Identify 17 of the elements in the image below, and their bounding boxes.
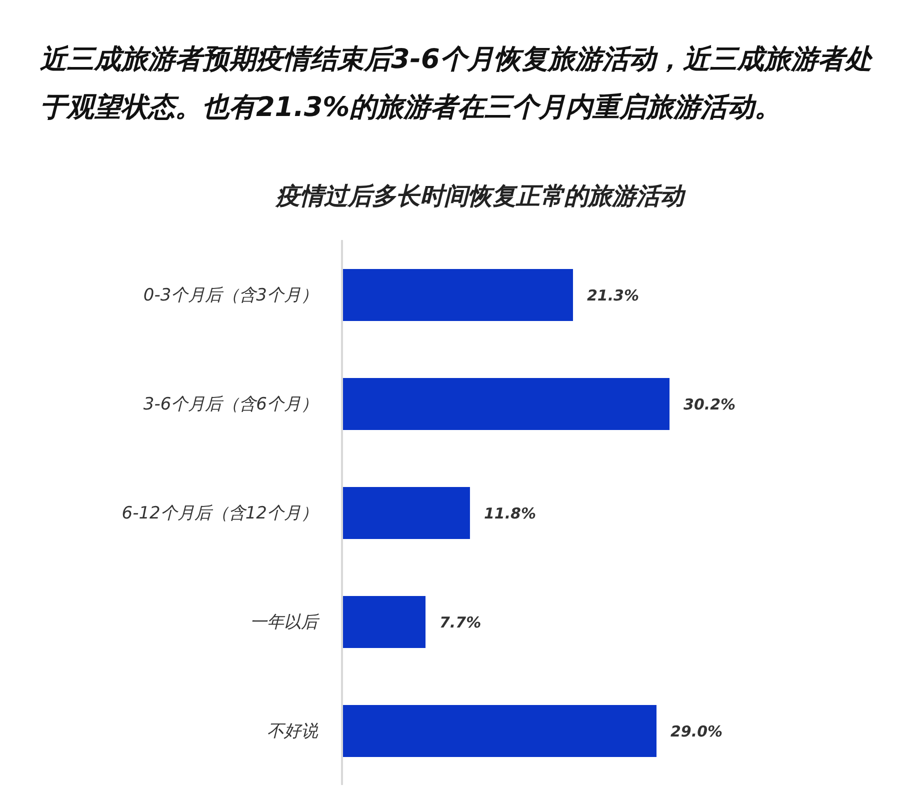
data-label: 21.3% — [586, 286, 640, 304]
y-tick-label: 一年以后 — [250, 612, 320, 633]
data-label: 11.8% — [484, 504, 536, 522]
data-label: 30.2% — [684, 395, 736, 414]
y-tick-label: 0-3个月后（含3个月） — [143, 286, 318, 306]
bar — [342, 705, 657, 757]
y-tick-label: 不好说 — [267, 722, 319, 742]
bar — [342, 596, 426, 648]
y-tick-label: 6-12个月后（含12个月） — [122, 504, 318, 524]
data-label: 29.0% — [670, 722, 723, 740]
data-label: 7.7% — [440, 613, 482, 632]
chart-title: 近三成旅游者预期疫情结束后3-6个月恢复旅游活动，近三成旅游者处于观望状态。也有21.3%的旅游者在三个月内重启旅游活动。 — [39, 43, 874, 125]
bar — [342, 269, 573, 321]
bar — [342, 378, 670, 430]
chart-subtitle: 疫情过后多长时间恢复正常的旅游活动 — [274, 181, 687, 212]
bar — [342, 487, 470, 539]
y-tick-label: 3-6个月后（含6个月） — [143, 394, 318, 415]
